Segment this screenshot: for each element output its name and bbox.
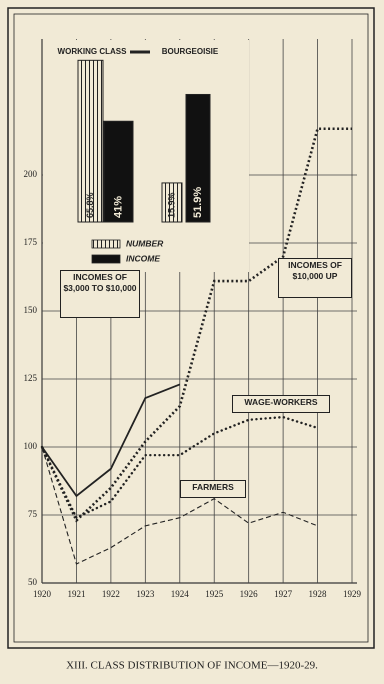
series-line bbox=[41, 446, 318, 565]
series-label-box: INCOMES OF $10,000 UP bbox=[278, 258, 352, 298]
x-tick-label: 1923 bbox=[136, 589, 155, 599]
bar bbox=[161, 182, 183, 223]
y-tick-label: 200 bbox=[24, 169, 38, 179]
series-label-box: WAGE-WORKERS bbox=[232, 395, 330, 413]
y-tick-label: 100 bbox=[24, 441, 38, 451]
bar bbox=[103, 120, 134, 223]
series-line bbox=[40, 415, 319, 520]
bar bbox=[77, 59, 104, 223]
legend-swatch bbox=[91, 239, 121, 249]
bar bbox=[185, 93, 211, 223]
series-label: INCOMES OF $3,000 TO $10,000 bbox=[60, 270, 140, 318]
series-line bbox=[40, 127, 352, 523]
category-label: WORKING CLASS bbox=[58, 47, 128, 56]
value-label: 15.9% bbox=[166, 192, 176, 218]
series-label: WAGE-WORKERS bbox=[232, 395, 330, 413]
x-tick-label: 1929 bbox=[343, 589, 362, 599]
x-tick-label: 1925 bbox=[205, 589, 224, 599]
y-tick-label: 175 bbox=[24, 237, 38, 247]
outer-frame bbox=[7, 7, 375, 649]
series-label-box: INCOMES OF $3,000 TO $10,000 bbox=[60, 270, 140, 318]
value-label: 41% bbox=[112, 196, 124, 218]
x-tick-label: 1928 bbox=[309, 589, 328, 599]
series-line bbox=[41, 383, 181, 498]
x-tick-label: 1927 bbox=[274, 589, 293, 599]
x-tick-label: 1920 bbox=[33, 589, 52, 599]
category-label: BOURGEOISIE bbox=[162, 47, 219, 56]
series-label-box: FARMERS bbox=[180, 480, 246, 498]
y-tick-label: 50 bbox=[28, 577, 38, 587]
series-label: INCOMES OF $10,000 UP bbox=[278, 258, 352, 298]
legend-label: NUMBER bbox=[126, 238, 164, 248]
y-tick-label: 150 bbox=[24, 305, 38, 315]
legend-swatch bbox=[91, 254, 121, 264]
x-tick-label: 1922 bbox=[102, 589, 120, 599]
y-tick-label: 125 bbox=[24, 373, 38, 383]
y-tick-label: 75 bbox=[28, 509, 38, 519]
inner-frame bbox=[13, 13, 369, 643]
series-label: FARMERS bbox=[180, 480, 246, 498]
caption: XIII. CLASS DISTRIBUTION OF INCOME—1920-… bbox=[66, 660, 318, 672]
value-label: 65.8% bbox=[85, 192, 95, 218]
inset-background bbox=[43, 40, 249, 272]
value-label: 51.9% bbox=[192, 187, 204, 218]
x-tick-label: 1924 bbox=[171, 589, 190, 599]
x-tick-label: 1921 bbox=[67, 589, 85, 599]
legend-label: INCOME bbox=[126, 253, 160, 263]
x-tick-label: 1926 bbox=[240, 589, 259, 599]
